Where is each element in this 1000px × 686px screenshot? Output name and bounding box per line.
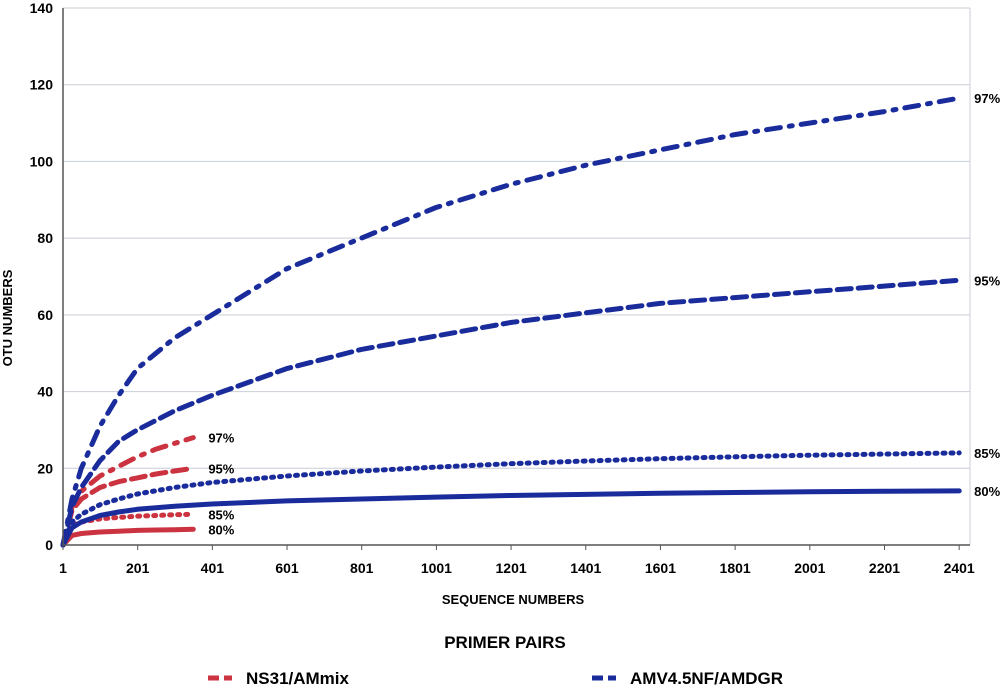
x-tick-label: 801 — [350, 560, 374, 576]
y-tick-label: 20 — [37, 460, 53, 476]
y-tick-label: 60 — [37, 307, 53, 323]
x-tick-label: 201 — [126, 560, 150, 576]
x-tick-label: 401 — [201, 560, 225, 576]
series-group — [60, 95, 962, 548]
x-tick-label: 1401 — [570, 560, 601, 576]
series-end-label-ns31-ammix-95: 95% — [208, 461, 234, 476]
series-end-label-ns31-ammix-97: 97% — [208, 431, 234, 446]
x-axis-title: SEQUENCE NUMBERS — [442, 592, 585, 607]
series-end-labels: 97%95%85%80%97%95%85%80% — [208, 91, 1000, 537]
y-tick-label: 0 — [45, 537, 53, 553]
x-tick-labels: 1 201 401 601 801 1001 1201 1401 1601 1801 2001 220… — [59, 545, 975, 576]
series-end-label-ns31-ammix-85: 85% — [208, 507, 234, 522]
legend-label-amv45nf-amdgr: AMV4.5NF/AMDGR — [630, 669, 783, 686]
series-line-amv4-5nf-amdgr-85 — [60, 450, 962, 548]
legend-title: PRIMER PAIRS — [444, 633, 566, 652]
y-tick-label: 140 — [30, 0, 54, 16]
series-end-label-amv4-5nf-amdgr-97: 97% — [974, 91, 1000, 106]
series-line-amv4-5nf-amdgr-97 — [60, 95, 962, 548]
x-tick-label: 1201 — [496, 560, 527, 576]
y-tick-labels: 0 20 40 60 80 100 120 140 — [30, 0, 54, 553]
y-tick-label: 80 — [37, 230, 53, 246]
x-tick-label: 2001 — [794, 560, 825, 576]
x-tick-label: 1601 — [645, 560, 676, 576]
x-tick-label: 2201 — [869, 560, 900, 576]
x-tick-label: 1801 — [720, 560, 751, 576]
gridlines — [63, 7, 971, 545]
x-tick-label: 1 — [59, 560, 67, 576]
x-tick-label: 2401 — [944, 560, 975, 576]
y-tick-label: 40 — [37, 384, 53, 400]
y-tick-label: 100 — [30, 153, 54, 169]
series-line-ns31-ammix-95 — [60, 465, 196, 548]
y-axis-title: OTU NUMBERS — [0, 269, 15, 366]
legend-label-ns31-ammix: NS31/AMmix — [246, 669, 350, 686]
y-tick-label: 120 — [30, 77, 54, 93]
series-line-ns31-ammix-80 — [60, 526, 196, 548]
series-line-amv4-5nf-amdgr-95 — [60, 277, 962, 548]
series-end-label-amv4-5nf-amdgr-95: 95% — [974, 273, 1000, 288]
series-end-label-amv4-5nf-amdgr-80: 80% — [974, 484, 1000, 499]
series-end-label-ns31-ammix-80: 80% — [208, 522, 234, 537]
x-tick-label: 601 — [275, 560, 299, 576]
axes — [62, 8, 970, 546]
legend: PRIMER PAIRS NS31/AMmix AMV4.5NF/AMDGR — [208, 633, 783, 686]
series-line-amv4-5nf-amdgr-80 — [60, 488, 962, 548]
series-end-label-amv4-5nf-amdgr-85: 85% — [974, 446, 1000, 461]
x-tick-label: 1001 — [421, 560, 452, 576]
